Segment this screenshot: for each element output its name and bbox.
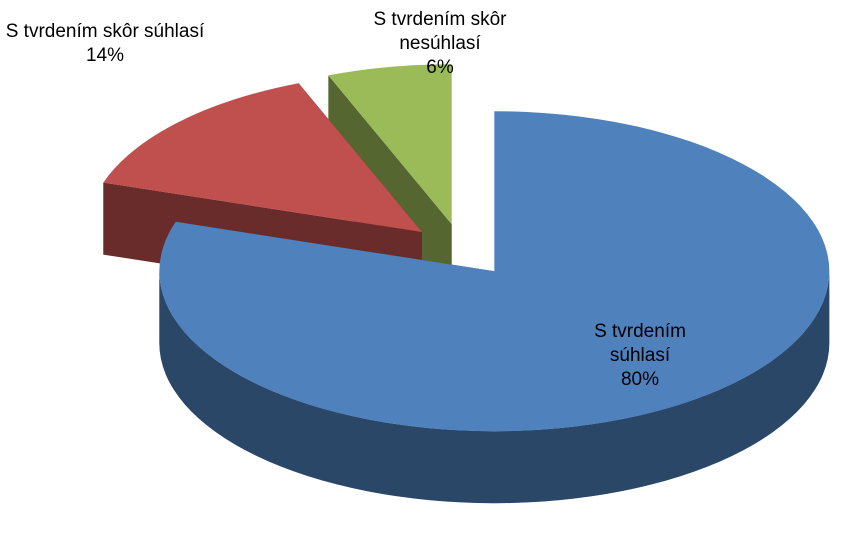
data-label: S tvrdením skôr nesúhlasí 6% <box>340 8 540 80</box>
slice-shade <box>159 271 830 504</box>
slice-wall <box>159 271 830 504</box>
label-value: 80% <box>620 369 660 390</box>
label-name: S tvrdením skôr súhlasí <box>5 21 205 42</box>
label-name: S tvrdením skôr nesúhlasí <box>373 9 507 54</box>
data-label: S tvrdením súhlasí 80% <box>575 320 705 392</box>
slice <box>159 111 830 432</box>
slice <box>328 64 452 225</box>
label-value: 14% <box>85 45 125 66</box>
label-value: 6% <box>426 57 454 78</box>
slice <box>103 83 422 233</box>
label-name: S tvrdením súhlasí <box>594 321 686 366</box>
data-label: S tvrdením skôr súhlasí 14% <box>5 20 205 68</box>
